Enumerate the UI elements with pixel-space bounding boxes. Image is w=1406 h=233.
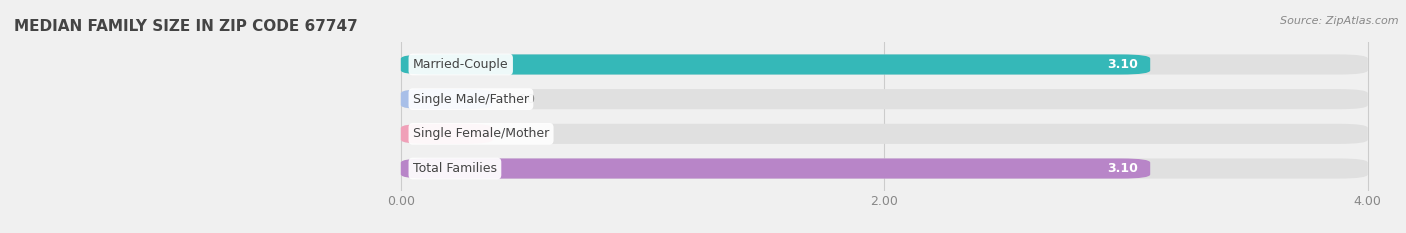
FancyBboxPatch shape xyxy=(401,158,1368,178)
Text: Single Female/Mother: Single Female/Mother xyxy=(413,127,550,140)
FancyBboxPatch shape xyxy=(401,55,1150,75)
Text: MEDIAN FAMILY SIZE IN ZIP CODE 67747: MEDIAN FAMILY SIZE IN ZIP CODE 67747 xyxy=(14,19,357,34)
Text: Married-Couple: Married-Couple xyxy=(413,58,509,71)
Text: 0.00: 0.00 xyxy=(508,93,536,106)
Text: 3.10: 3.10 xyxy=(1108,58,1137,71)
FancyBboxPatch shape xyxy=(401,89,1368,109)
FancyBboxPatch shape xyxy=(401,55,1368,75)
Text: 3.10: 3.10 xyxy=(1108,162,1137,175)
Text: 0.00: 0.00 xyxy=(508,127,536,140)
Text: Single Male/Father: Single Male/Father xyxy=(413,93,529,106)
Text: Total Families: Total Families xyxy=(413,162,496,175)
Text: Source: ZipAtlas.com: Source: ZipAtlas.com xyxy=(1281,16,1399,26)
FancyBboxPatch shape xyxy=(401,89,492,109)
FancyBboxPatch shape xyxy=(401,158,1150,178)
FancyBboxPatch shape xyxy=(401,124,492,144)
FancyBboxPatch shape xyxy=(401,124,1368,144)
